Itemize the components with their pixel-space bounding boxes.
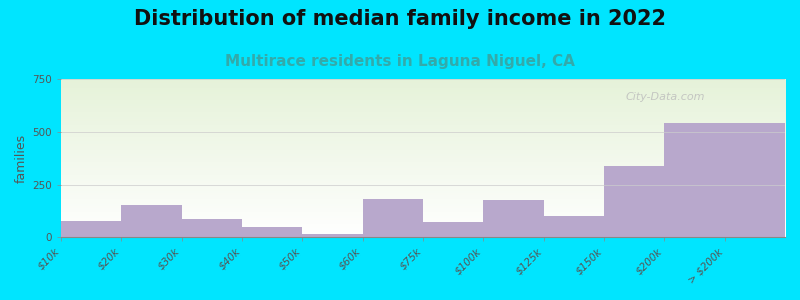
Bar — [362, 200, 423, 237]
Bar — [544, 216, 604, 237]
Bar — [664, 123, 725, 237]
Bar — [423, 222, 483, 237]
Bar — [61, 220, 122, 237]
Text: City-Data.com: City-Data.com — [626, 92, 706, 102]
Bar — [242, 227, 302, 237]
Bar — [122, 205, 182, 237]
Text: Multirace residents in Laguna Niguel, CA: Multirace residents in Laguna Niguel, CA — [225, 54, 575, 69]
Text: Distribution of median family income in 2022: Distribution of median family income in … — [134, 9, 666, 29]
Bar — [483, 200, 544, 237]
Bar — [182, 220, 242, 237]
Y-axis label: families: families — [15, 134, 28, 183]
Bar — [302, 234, 362, 237]
Bar — [725, 123, 785, 237]
Bar — [604, 166, 664, 237]
